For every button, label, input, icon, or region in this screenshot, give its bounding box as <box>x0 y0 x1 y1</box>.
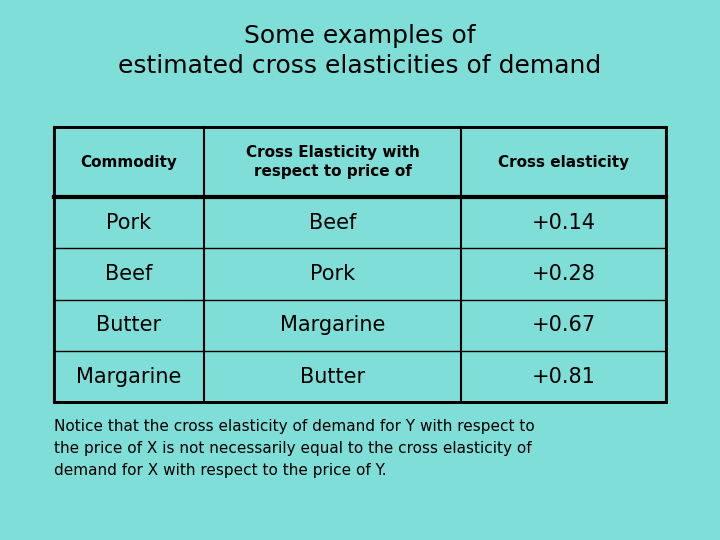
Text: Butter: Butter <box>96 315 161 335</box>
FancyBboxPatch shape <box>54 127 666 402</box>
Text: +0.67: +0.67 <box>531 315 595 335</box>
Text: Butter: Butter <box>300 367 365 387</box>
Text: Margarine: Margarine <box>76 367 181 387</box>
Text: Margarine: Margarine <box>280 315 385 335</box>
Text: +0.81: +0.81 <box>531 367 595 387</box>
Text: Cross Elasticity with
respect to price of: Cross Elasticity with respect to price o… <box>246 145 419 179</box>
Text: Beef: Beef <box>105 264 153 284</box>
Text: Pork: Pork <box>310 264 355 284</box>
Text: Pork: Pork <box>107 213 151 233</box>
Text: +0.14: +0.14 <box>531 213 595 233</box>
Text: Beef: Beef <box>309 213 356 233</box>
Text: Notice that the cross elasticity of demand for Y with respect to
the price of X : Notice that the cross elasticity of dema… <box>54 418 535 478</box>
Text: Cross elasticity: Cross elasticity <box>498 154 629 170</box>
Text: Commodity: Commodity <box>81 154 177 170</box>
Text: Some examples of
estimated cross elasticities of demand: Some examples of estimated cross elastic… <box>118 24 602 78</box>
Text: +0.28: +0.28 <box>531 264 595 284</box>
